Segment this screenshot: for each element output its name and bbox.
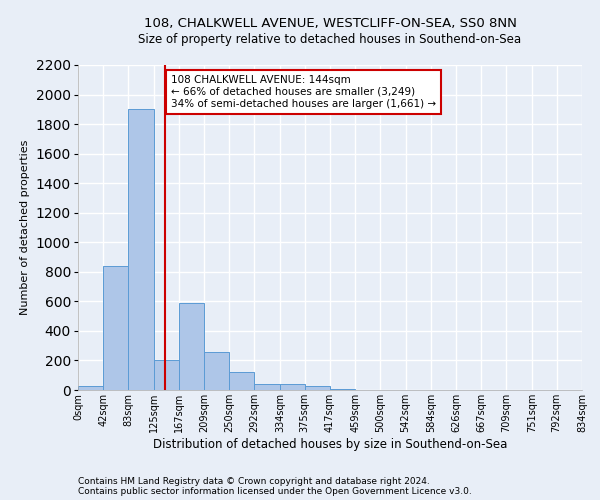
Bar xyxy=(154,360,179,390)
Text: Contains public sector information licensed under the Open Government Licence v3: Contains public sector information licen… xyxy=(78,488,472,496)
Bar xyxy=(78,386,103,390)
Bar xyxy=(205,352,229,390)
Text: 108, CHALKWELL AVENUE, WESTCLIFF-ON-SEA, SS0 8NN: 108, CHALKWELL AVENUE, WESTCLIFF-ON-SEA,… xyxy=(143,18,517,30)
Text: 108 CHALKWELL AVENUE: 144sqm
← 66% of detached houses are smaller (3,249)
34% of: 108 CHALKWELL AVENUE: 144sqm ← 66% of de… xyxy=(171,76,436,108)
Bar xyxy=(254,384,280,390)
Bar xyxy=(280,384,305,390)
Bar xyxy=(330,388,355,390)
Bar xyxy=(179,303,205,390)
Bar xyxy=(103,266,128,390)
Bar xyxy=(128,110,154,390)
Y-axis label: Number of detached properties: Number of detached properties xyxy=(20,140,30,315)
Bar xyxy=(305,386,330,390)
X-axis label: Distribution of detached houses by size in Southend-on-Sea: Distribution of detached houses by size … xyxy=(153,438,507,450)
Bar xyxy=(229,372,254,390)
Text: Contains HM Land Registry data © Crown copyright and database right 2024.: Contains HM Land Registry data © Crown c… xyxy=(78,478,430,486)
Text: Size of property relative to detached houses in Southend-on-Sea: Size of property relative to detached ho… xyxy=(139,32,521,46)
